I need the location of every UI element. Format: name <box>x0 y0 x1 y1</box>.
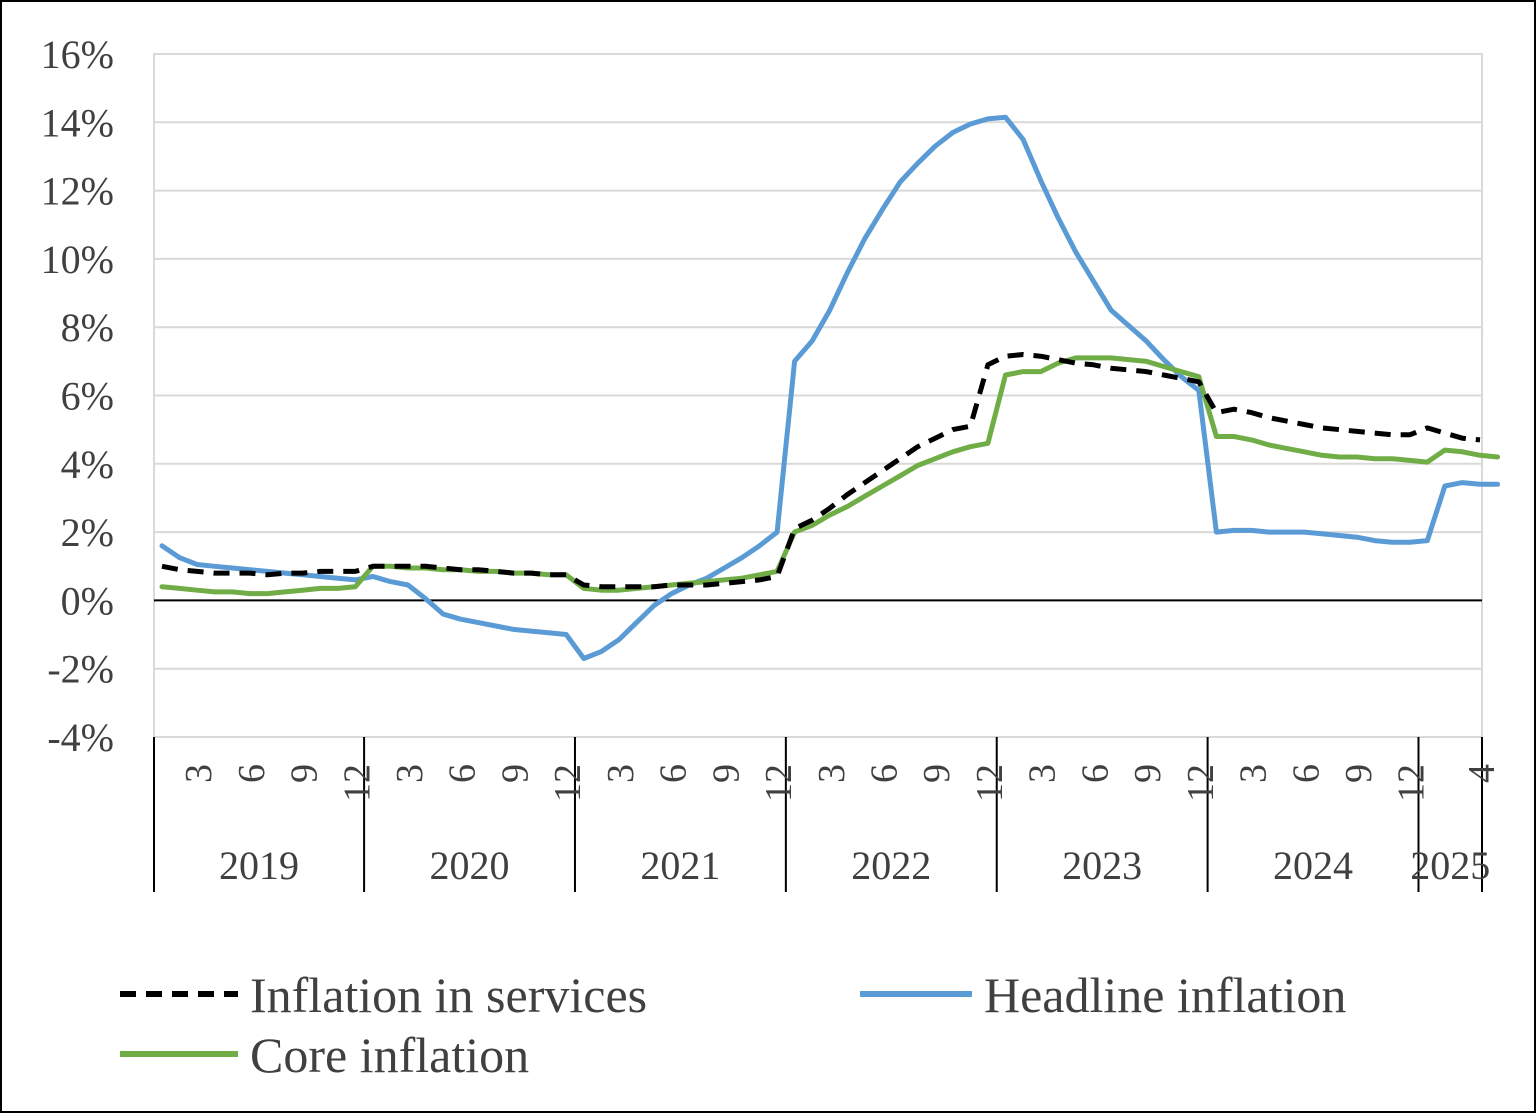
series-lines <box>159 114 1501 661</box>
legend-label: Inflation in services <box>250 967 647 1023</box>
month-tick-label: 9 <box>284 764 326 783</box>
year-label: 2023 <box>1062 843 1142 888</box>
gridlines <box>154 53 1482 738</box>
y-tick-label: 10% <box>41 237 114 282</box>
month-tick-label: 9 <box>1338 764 1380 783</box>
month-tick-label: 6 <box>864 764 906 783</box>
series-line-core-inflation <box>159 355 1501 597</box>
month-tick-label: 9 <box>916 764 958 783</box>
month-tick-label: 12 <box>1180 764 1222 802</box>
month-tick-label: 9 <box>1127 764 1169 783</box>
legend-label: Headline inflation <box>984 967 1346 1023</box>
y-tick-label: 8% <box>61 305 114 350</box>
month-tick-label: 6 <box>1285 764 1327 783</box>
legend-label: Core inflation <box>250 1027 529 1083</box>
month-tick-label: 12 <box>547 764 589 802</box>
y-tick-label: 0% <box>61 578 114 623</box>
month-tick-label: 12 <box>1391 764 1433 802</box>
month-tick-label: 3 <box>1233 764 1275 783</box>
y-tick-label: 2% <box>61 510 114 555</box>
month-tick-label: 9 <box>705 764 747 783</box>
month-tick-label: 12 <box>969 764 1011 802</box>
month-tick-label: 6 <box>231 764 273 783</box>
month-tick-label: 3 <box>811 764 853 783</box>
y-tick-label: -2% <box>47 647 114 692</box>
year-label: 2021 <box>640 843 720 888</box>
y-tick-label: 14% <box>41 100 114 145</box>
year-label: 2025 <box>1410 843 1490 888</box>
month-tick-label: 3 <box>1022 764 1064 783</box>
axes <box>153 53 1483 892</box>
month-tick-label: 12 <box>758 764 800 802</box>
y-tick-label: 6% <box>61 374 114 419</box>
year-label: 2019 <box>219 843 299 888</box>
y-tick-label: 16% <box>41 32 114 77</box>
month-tick-label: 3 <box>600 764 642 783</box>
month-tick-label: 9 <box>494 764 536 783</box>
year-label: 2020 <box>430 843 510 888</box>
year-label: 2022 <box>851 843 931 888</box>
legend: Inflation in services Headline inflation C… <box>120 967 1346 1083</box>
y-tick-label: -4% <box>47 715 114 760</box>
y-axis-tick-labels: -4% -2% 0% 2% 4% 6% 8% 10% 12% 14% 16% <box>41 32 114 760</box>
plot-border <box>153 53 1483 737</box>
month-tick-label: 6 <box>1074 764 1116 783</box>
month-tick-label: 3 <box>389 764 431 783</box>
series-line-inflation-in-services <box>161 352 1481 590</box>
y-tick-label: 12% <box>41 169 114 214</box>
year-label: 2024 <box>1273 843 1353 888</box>
y-tick-label: 4% <box>61 442 114 487</box>
month-tick-label: 12 <box>336 764 378 802</box>
series-line-headline-inflation <box>159 114 1501 661</box>
month-tick-label: 6 <box>442 764 484 783</box>
month-tick-label: 6 <box>653 764 695 783</box>
month-tick-label: 4 <box>1461 764 1503 783</box>
month-tick-label: 3 <box>178 764 220 783</box>
